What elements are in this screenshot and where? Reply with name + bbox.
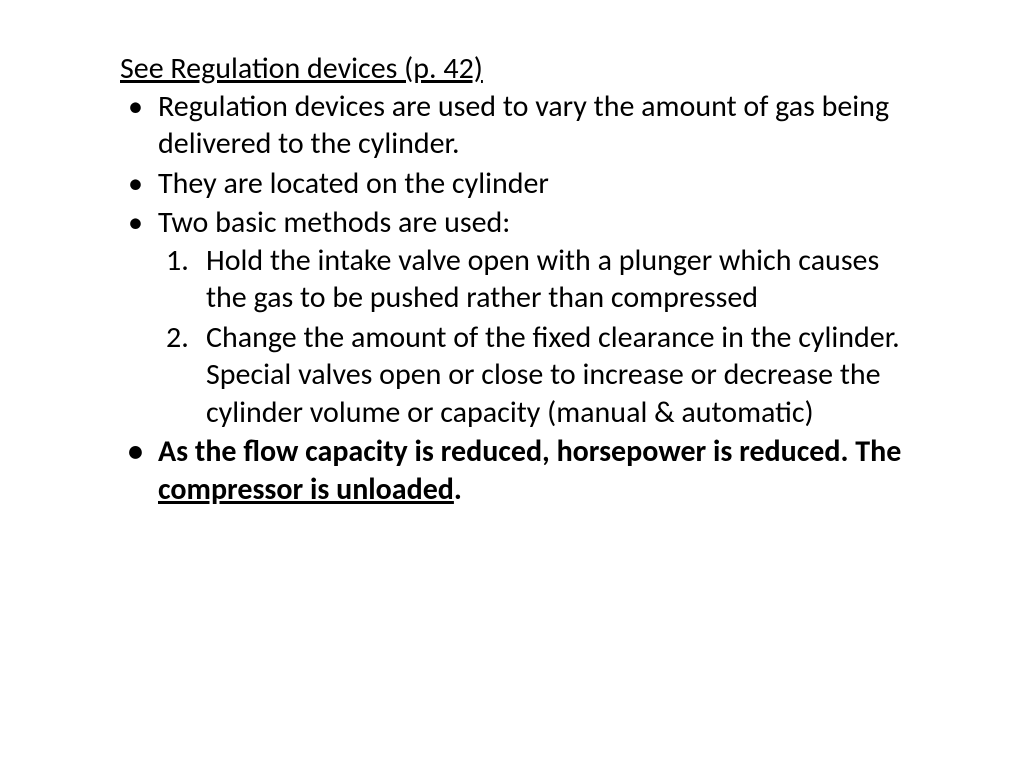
main-bullet-list: Regulation devices are used to vary the … (120, 88, 924, 509)
bold-prefix: As the flow capacity is reduced, horsepo… (158, 433, 901, 470)
bullet-text: Two basic methods are used: (158, 204, 510, 241)
bold-underlined: compressor is unloaded (158, 471, 454, 508)
bullet-item: Two basic methods are used: Hold the int… (158, 204, 924, 431)
bullet-item: Regulation devices are used to vary the … (158, 88, 924, 163)
slide-title: See Regulation devices (p. 42) (120, 50, 924, 88)
bullet-item-bold: As the flow capacity is reduced, horsepo… (158, 433, 924, 508)
numbered-item: Hold the intake valve open with a plunge… (206, 242, 924, 317)
bullet-item: They are located on the cylinder (158, 165, 924, 203)
numbered-sublist: Hold the intake valve open with a plunge… (158, 242, 924, 432)
numbered-item: Change the amount of the fixed clearance… (206, 319, 924, 432)
bold-suffix: . (454, 471, 462, 508)
